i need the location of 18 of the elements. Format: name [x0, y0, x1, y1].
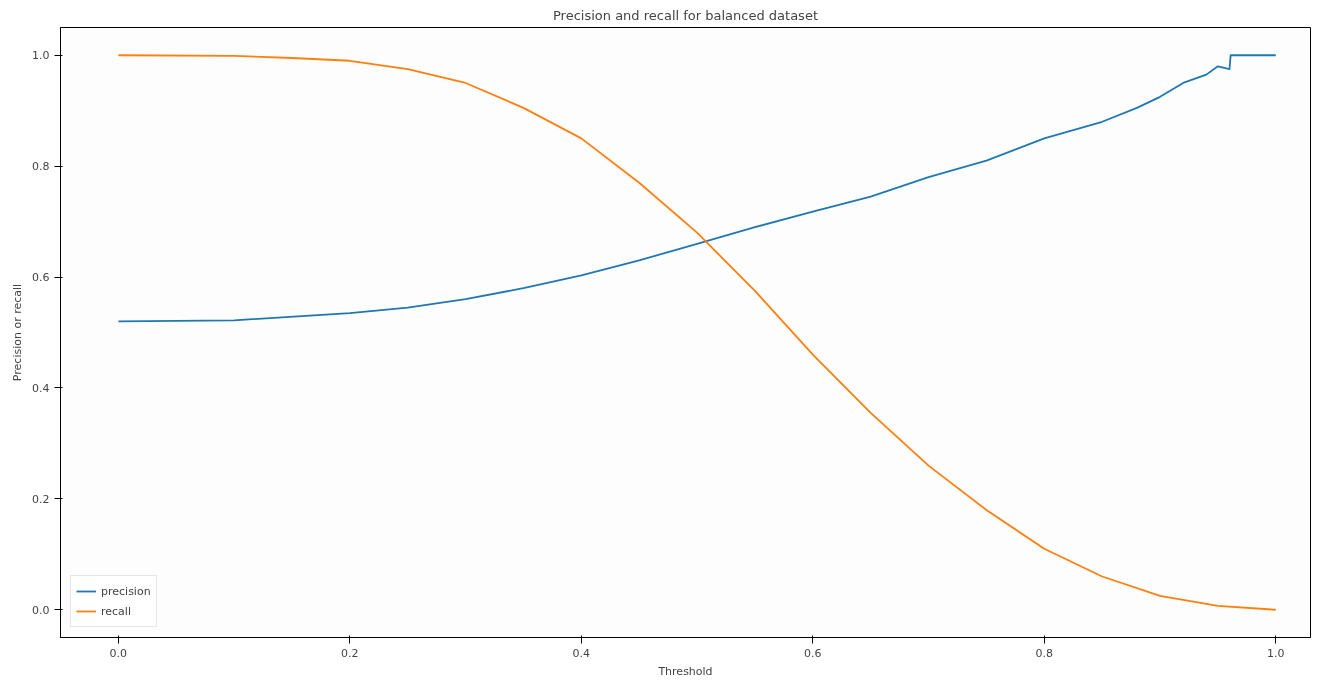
legend-label: precision [101, 584, 151, 598]
y-tick-label: 1.0 [32, 49, 50, 63]
y-tick-label: 0.6 [32, 271, 50, 285]
line-series [117, 54, 1277, 323]
y-tick-label: 0.4 [32, 381, 50, 395]
chart-title: Precision and recall for balanced dataset [553, 7, 818, 23]
x-tick-label: 1.0 [1267, 646, 1285, 660]
y-tick-label: 0.8 [32, 160, 50, 174]
y-tick-label: 0.0 [32, 603, 50, 617]
y-axis-title: Precision or recall [11, 283, 25, 382]
x-tick-label: 0.8 [1035, 646, 1054, 660]
y-tick-label: 0.2 [32, 492, 50, 506]
x-axis-title: Threshold [657, 664, 713, 678]
x-tick-label: 0.0 [109, 646, 128, 660]
legend-label: recall [101, 604, 131, 618]
x-tick-label: 0.4 [572, 646, 591, 660]
x-tick-label: 0.2 [341, 646, 359, 660]
x-tick-label: 0.6 [804, 646, 822, 660]
